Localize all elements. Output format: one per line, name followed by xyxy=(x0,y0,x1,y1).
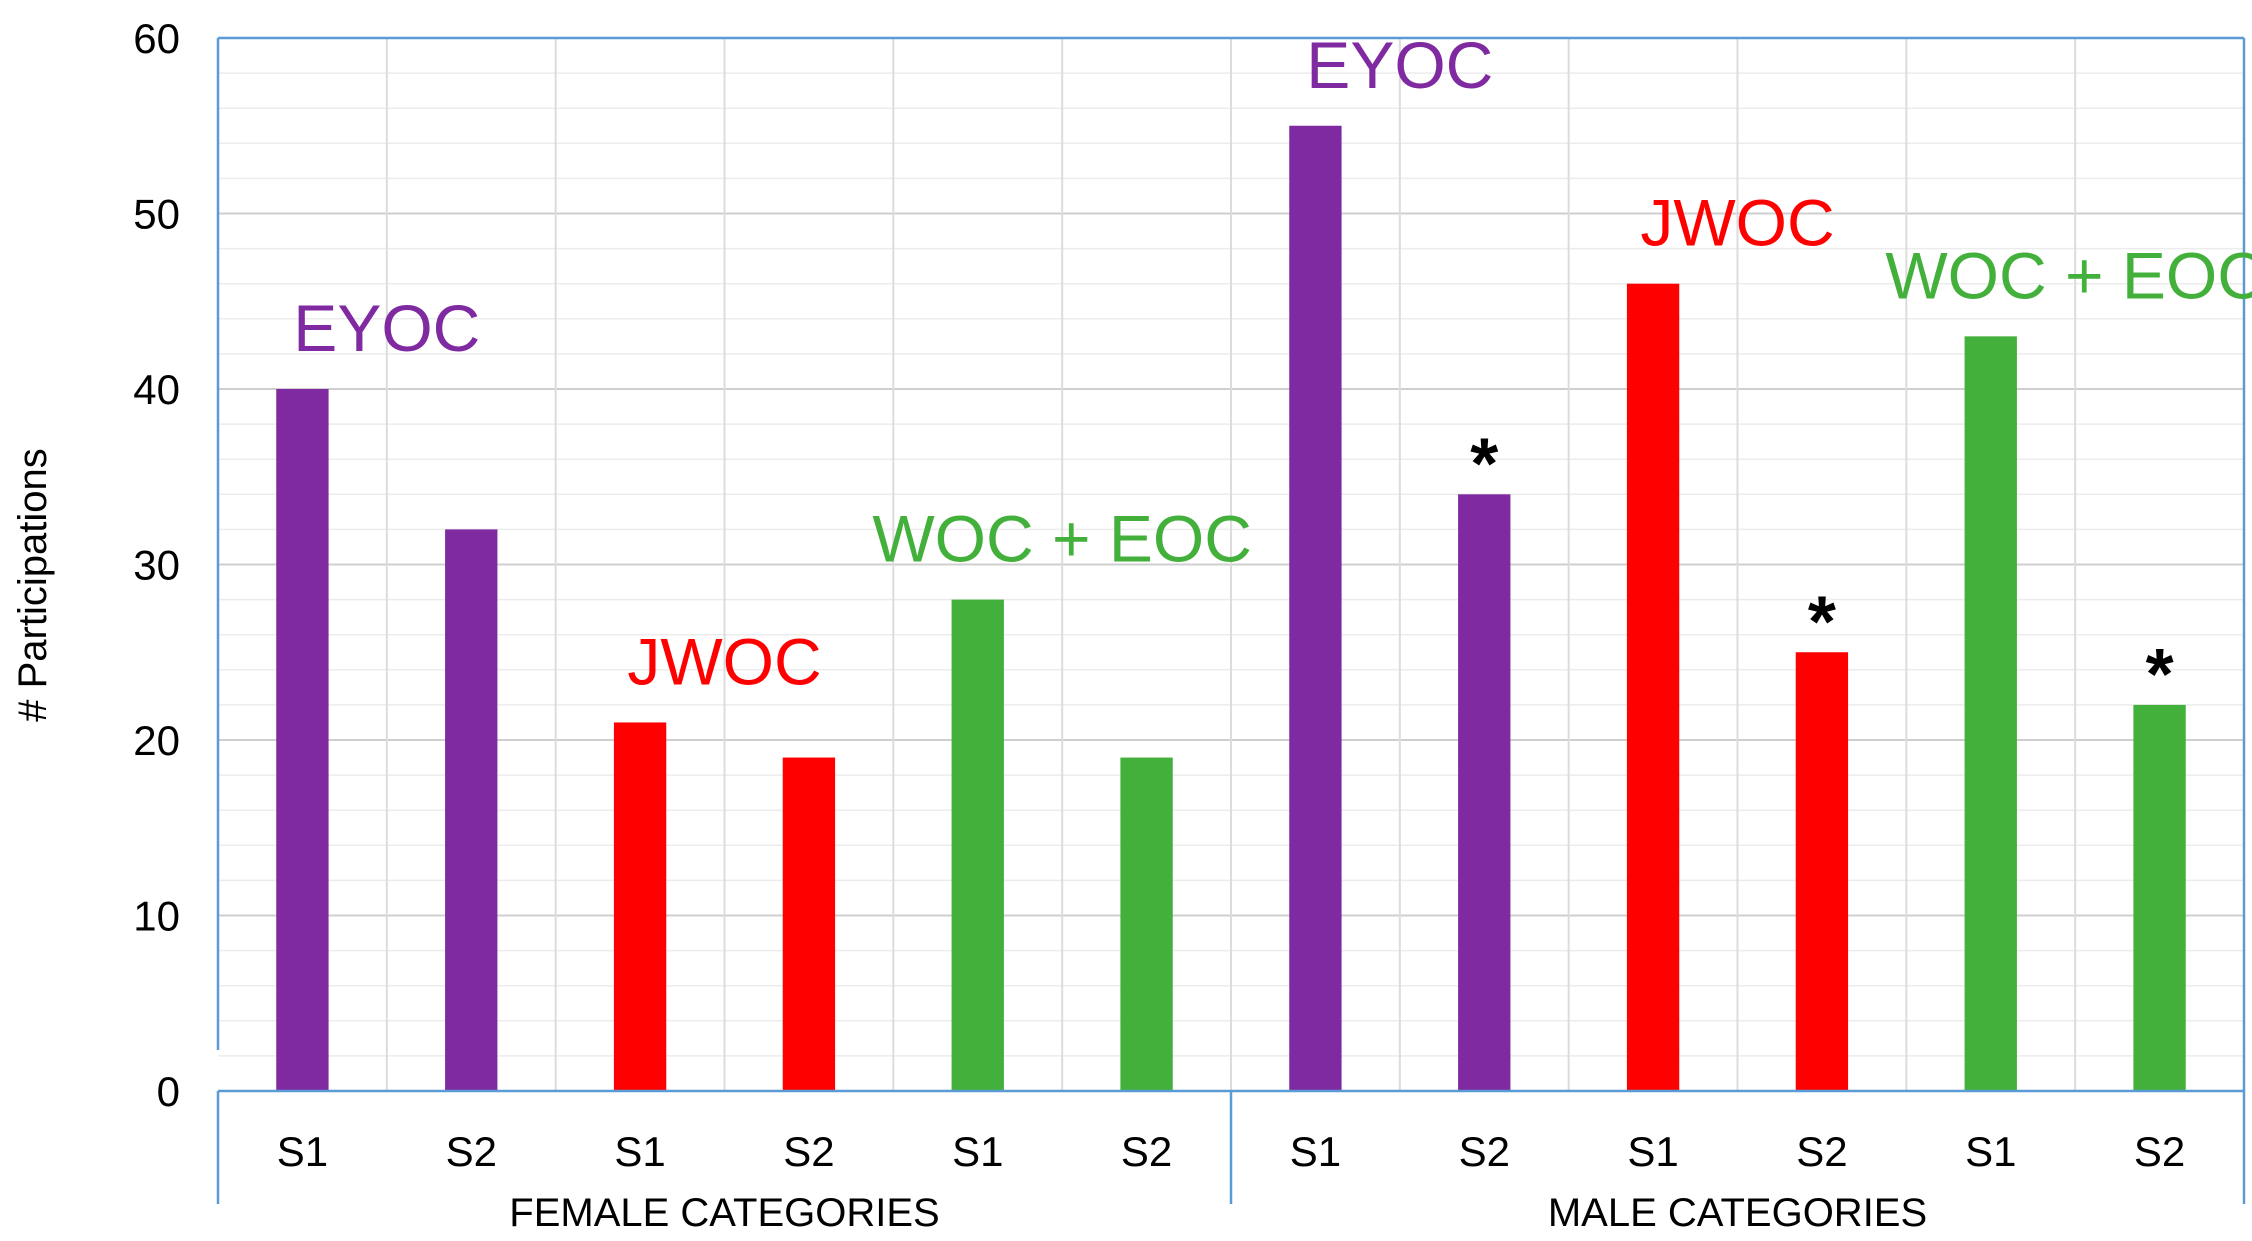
bar-jwoc-s2 xyxy=(1795,652,1849,1091)
x-tick-label: S2 xyxy=(1796,1128,1847,1175)
series-label: WOC + EOC xyxy=(872,502,1252,576)
x-tick-label: S1 xyxy=(1627,1128,1678,1175)
x-tick-label: S1 xyxy=(1965,1128,2016,1175)
y-tick-label: 10 xyxy=(133,893,180,940)
bar-jwoc-s1 xyxy=(613,722,667,1091)
label-layer: 0 10 20 30 40 50 60 S1 S2 EYOC S1 S2 JWOC S1 S2 WOC + E… xyxy=(133,15,2252,1235)
x-tick-label: S2 xyxy=(2134,1128,2185,1175)
grid-layer xyxy=(218,37,2244,1091)
significance-marker: * xyxy=(2146,635,2174,715)
bar-woc-eoc-s2 xyxy=(2133,704,2186,1091)
group-label: FEMALE CATEGORIES xyxy=(509,1191,939,1235)
y-axis-label: # Participations xyxy=(11,448,55,721)
bar-eyoc-s2 xyxy=(1458,494,1511,1091)
bar-eyoc-s1 xyxy=(276,389,329,1091)
y-tick-label: 50 xyxy=(133,191,180,238)
x-tick-label: S1 xyxy=(1290,1128,1341,1175)
axis-layer xyxy=(216,36,2246,1204)
bar-woc-eoc-s1 xyxy=(951,599,1004,1091)
x-tick-label: S2 xyxy=(1459,1128,1510,1175)
significance-marker: * xyxy=(1808,582,1836,662)
x-tick-label: S2 xyxy=(783,1128,834,1175)
y-tick-label: 40 xyxy=(133,366,180,413)
bar-jwoc-s2 xyxy=(782,757,836,1091)
y-tick-label: 20 xyxy=(133,717,180,764)
bar-layer xyxy=(276,125,2186,1092)
bar-woc-eoc-s2 xyxy=(1120,757,1173,1091)
series-label: EYOC xyxy=(293,291,480,365)
bar-eyoc-s1 xyxy=(1289,125,1342,1091)
bar-eyoc-s2 xyxy=(445,529,498,1091)
series-label: JWOC xyxy=(627,624,821,698)
significance-marker: * xyxy=(1470,424,1498,504)
series-label: JWOC xyxy=(1640,186,1834,260)
y-tick-label: 60 xyxy=(133,15,180,62)
bar-jwoc-s1 xyxy=(1626,283,1680,1091)
series-label: EYOC xyxy=(1306,28,1493,102)
y-tick-label: 30 xyxy=(133,542,180,589)
series-label: WOC + EOC xyxy=(1885,238,2252,312)
y-tick-label: 0 xyxy=(157,1068,180,1115)
x-tick-label: S1 xyxy=(277,1128,328,1175)
x-tick-label: S1 xyxy=(952,1128,1003,1175)
x-tick-label: S2 xyxy=(1121,1128,1172,1175)
group-label: MALE CATEGORIES xyxy=(1548,1191,1927,1235)
x-tick-label: S2 xyxy=(446,1128,497,1175)
bar-woc-eoc-s1 xyxy=(1964,336,2017,1092)
x-tick-label: S1 xyxy=(614,1128,665,1175)
